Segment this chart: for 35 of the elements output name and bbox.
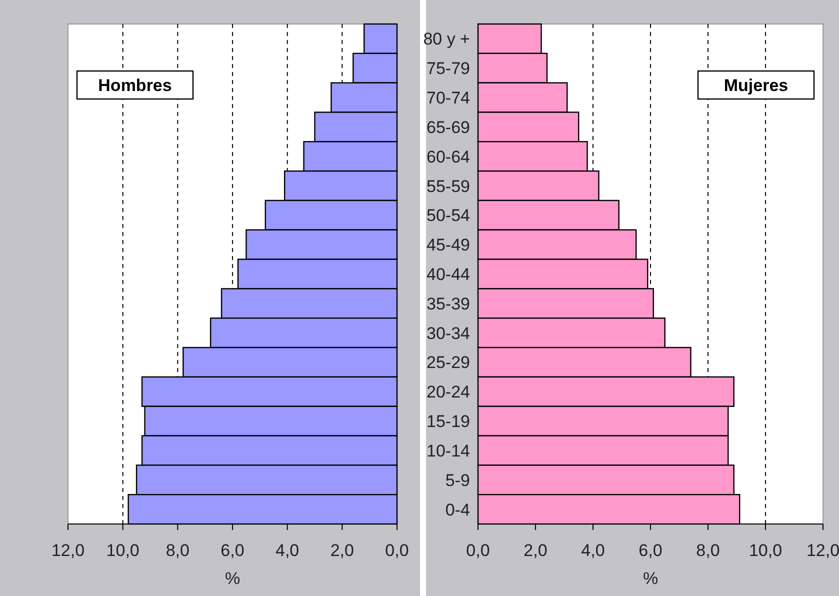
y-tick-label: 5-9 <box>445 470 470 490</box>
y-tick-label: 60-64 <box>426 147 470 166</box>
y-tick-label: 20-24 <box>426 382 470 402</box>
x-tick-label: 6,0 <box>638 541 662 560</box>
y-tick-label: 70-74 <box>426 88 470 108</box>
y-tick-label: 10-14 <box>426 441 470 460</box>
x-tick-label: 0,0 <box>466 541 490 560</box>
y-tick-label: 35-39 <box>426 294 470 314</box>
y-tick-label: 80 y + <box>423 30 470 49</box>
y-tick-label: 30-34 <box>426 324 470 343</box>
y-tick-label: 50-54 <box>426 206 470 226</box>
text: Mujeres <box>724 76 788 95</box>
y-tick-label: 0-4 <box>445 500 470 520</box>
x-tick-label: 10,0 <box>748 541 782 560</box>
text: Hombres <box>98 76 172 95</box>
x-tick-label: 10,0 <box>106 541 140 560</box>
x-tick-label: 2,0 <box>330 541 354 560</box>
x-tick-label: 2,0 <box>524 541 548 560</box>
y-tick-label: 40-44 <box>426 265 470 284</box>
y-tick-label: 45-49 <box>426 236 470 255</box>
y-tick-label: 65-69 <box>426 118 470 137</box>
x-tick-label: 12,0 <box>51 541 85 560</box>
x-axis-title: % <box>642 569 658 588</box>
x-tick-label: 12,0 <box>806 541 839 560</box>
x-tick-label: 4,0 <box>581 541 605 560</box>
x-tick-label: 4,0 <box>276 541 300 560</box>
x-tick-label: 8,0 <box>696 541 720 560</box>
y-tick-label: 55-59 <box>426 176 470 196</box>
y-tick-label: 15-19 <box>426 412 470 432</box>
x-axis-title: % <box>224 569 240 588</box>
x-tick-label: 0,0 <box>385 541 409 560</box>
x-tick-label: 8,0 <box>166 541 190 560</box>
y-tick-label: 25-29 <box>426 353 470 372</box>
y-tick-label: 75-79 <box>426 59 470 78</box>
x-tick-label: 6,0 <box>220 541 244 560</box>
